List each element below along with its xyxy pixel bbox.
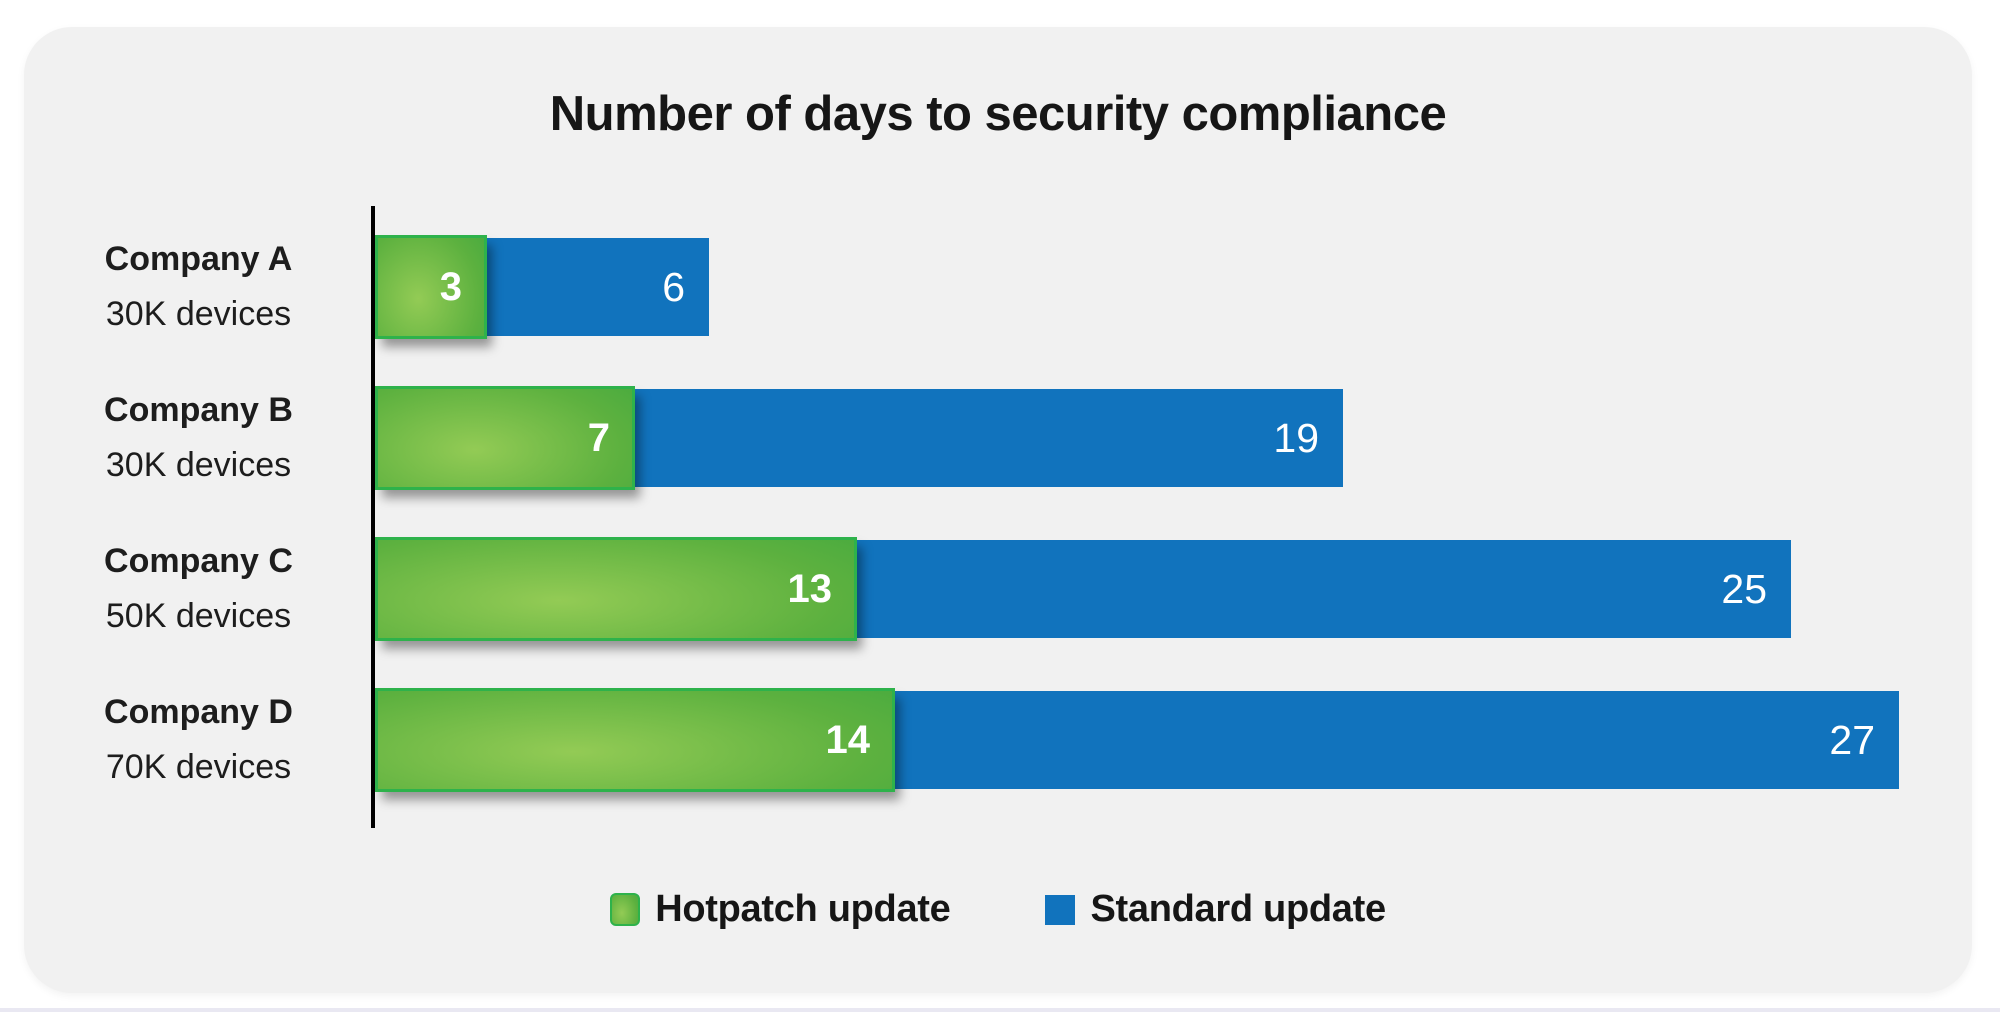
hotpatch-update-bar: 3: [375, 235, 487, 339]
hotpatch-bar-value: 14: [825, 718, 871, 762]
category-sublabel: 50K devices: [105, 597, 292, 635]
hotpatch-update-bar: 13: [375, 537, 857, 641]
legend-label-standard: Standard update: [1090, 888, 1386, 930]
standard-bar-value: 27: [1829, 716, 1875, 763]
chart-card: [24, 27, 1972, 993]
legend: Hotpatch update Standard update: [24, 888, 1972, 931]
category-label: Company A: [104, 240, 293, 278]
hotpatch-update-bar: 14: [375, 688, 895, 792]
standard-bar-value: 25: [1721, 565, 1767, 612]
category-label: Company D: [104, 693, 293, 731]
hotpatch-update-bar: 7: [375, 386, 635, 490]
category-sublabel: 30K devices: [105, 295, 292, 333]
hotpatch-bar-value: 3: [439, 265, 462, 309]
category-label: Company C: [104, 542, 293, 580]
category-sublabel: 30K devices: [105, 446, 292, 484]
legend-item-hotpatch: Hotpatch update: [610, 888, 951, 931]
hotpatch-bar-value: 13: [787, 567, 833, 611]
y-axis-line: [371, 206, 375, 828]
category-label: Company B: [104, 391, 293, 429]
legend-label-hotpatch: Hotpatch update: [655, 888, 951, 930]
chart-title: Number of days to security compliance: [549, 87, 1447, 141]
bottom-rule: [0, 1008, 2000, 1012]
standard-legend-swatch-icon: [1045, 894, 1076, 925]
hotpatch-bar-value: 7: [587, 416, 610, 460]
standard-bar-value: 19: [1273, 414, 1319, 461]
standard-bar-value: 6: [662, 263, 685, 310]
hotpatch-legend-swatch-icon: [610, 893, 641, 926]
category-sublabel: 70K devices: [105, 748, 292, 786]
legend-item-standard: Standard update: [1045, 888, 1386, 931]
